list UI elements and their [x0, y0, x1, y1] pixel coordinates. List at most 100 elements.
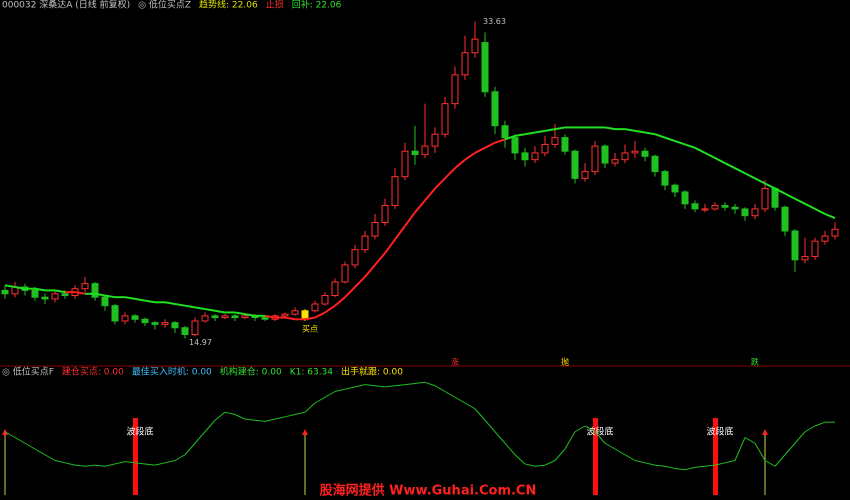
k1-line — [404, 382, 416, 386]
k1-line — [434, 385, 446, 392]
candle-body — [781, 206, 789, 232]
k1-line — [294, 411, 306, 415]
candle-body — [141, 318, 149, 324]
k1-line — [444, 391, 456, 398]
candle-body — [651, 155, 659, 173]
candle-body — [461, 52, 469, 76]
candle-body — [581, 171, 589, 179]
k1-line — [134, 462, 146, 465]
candle-body — [831, 228, 839, 237]
trend-line — [174, 302, 186, 307]
candle-body — [291, 310, 299, 315]
candle-body — [51, 293, 59, 300]
k1-line — [154, 462, 166, 466]
trend-line — [424, 187, 436, 202]
trend-line — [674, 140, 686, 146]
trend-line — [164, 301, 176, 305]
k1-line — [314, 396, 326, 404]
candle-body — [611, 159, 619, 164]
k1-line — [264, 418, 276, 422]
candle-body — [201, 315, 209, 322]
k1-line — [184, 442, 196, 456]
candle-body — [621, 152, 629, 161]
trend-line — [104, 294, 116, 299]
trend-line — [784, 192, 796, 200]
k1-line — [94, 464, 106, 467]
candle-body — [811, 240, 819, 257]
k1-line — [384, 385, 396, 388]
k1-line — [674, 468, 686, 471]
candle-body — [211, 315, 219, 319]
candle-body — [491, 91, 499, 127]
candle-body — [591, 145, 599, 173]
k1-line — [174, 454, 186, 461]
k1-line — [254, 419, 266, 422]
header-item: 回补: 22.06 — [292, 0, 342, 11]
k1-line — [344, 386, 356, 390]
trend-line — [684, 143, 696, 149]
trend-line — [464, 152, 476, 161]
candle-body — [501, 125, 509, 139]
candle-body — [521, 152, 529, 161]
candle-body — [741, 208, 749, 217]
trend-line — [144, 299, 156, 304]
trend-line — [704, 152, 716, 159]
trend-line — [364, 264, 376, 278]
candle-body — [411, 150, 419, 156]
buy-arrow — [762, 429, 768, 435]
bottom-signal-bar — [593, 418, 598, 495]
trend-line — [314, 311, 326, 319]
k1-line — [284, 414, 296, 418]
price-marker: 涨 — [451, 357, 459, 367]
price-marker: 跌 — [751, 357, 759, 367]
trend-line — [474, 146, 486, 154]
candle-body — [241, 315, 249, 319]
header-item: 000032 深桑达A (日线 前复权) — [2, 0, 130, 11]
candle-body — [341, 264, 349, 283]
candle-body — [661, 171, 669, 186]
k1-line — [4, 431, 16, 438]
trend-line — [394, 225, 406, 241]
candle-body — [261, 317, 269, 320]
candle-body — [381, 205, 389, 223]
trend-line — [344, 286, 356, 298]
trend-line — [234, 311, 246, 316]
candle-body — [751, 208, 759, 217]
candle-body — [791, 230, 799, 261]
header-item: 机构建仓: 0.00 — [220, 366, 282, 378]
k1-line — [524, 463, 536, 467]
k1-line — [564, 431, 576, 450]
candle-body — [161, 322, 169, 325]
k1-line — [494, 431, 506, 444]
candle-body — [801, 255, 809, 261]
candle-body — [91, 283, 99, 298]
trend-line — [644, 131, 656, 136]
k1-line — [784, 442, 796, 456]
k1-line — [814, 421, 826, 427]
trend-line — [734, 167, 746, 175]
candle-body — [121, 315, 129, 322]
trend-line — [284, 316, 296, 321]
k1-line — [74, 464, 86, 467]
k1-line — [634, 460, 646, 464]
k1-line — [394, 384, 406, 387]
k1-line — [574, 425, 586, 433]
trend-line — [124, 296, 136, 300]
k1-line — [534, 464, 546, 467]
k1-line — [224, 411, 236, 415]
candle-body — [1, 289, 9, 295]
header-item: 最佳买入时机: 0.00 — [132, 366, 212, 378]
k1-line — [414, 381, 426, 384]
k1-line — [244, 418, 256, 421]
trend-line — [724, 162, 736, 170]
trend-line — [204, 308, 216, 312]
trend-line — [694, 146, 706, 154]
k1-line — [504, 442, 516, 456]
trend-line — [214, 309, 226, 314]
trend-line — [134, 297, 146, 302]
k1-line — [124, 461, 136, 464]
trend-line — [14, 286, 26, 290]
candle-body — [551, 137, 559, 145]
candle-body — [691, 203, 699, 210]
